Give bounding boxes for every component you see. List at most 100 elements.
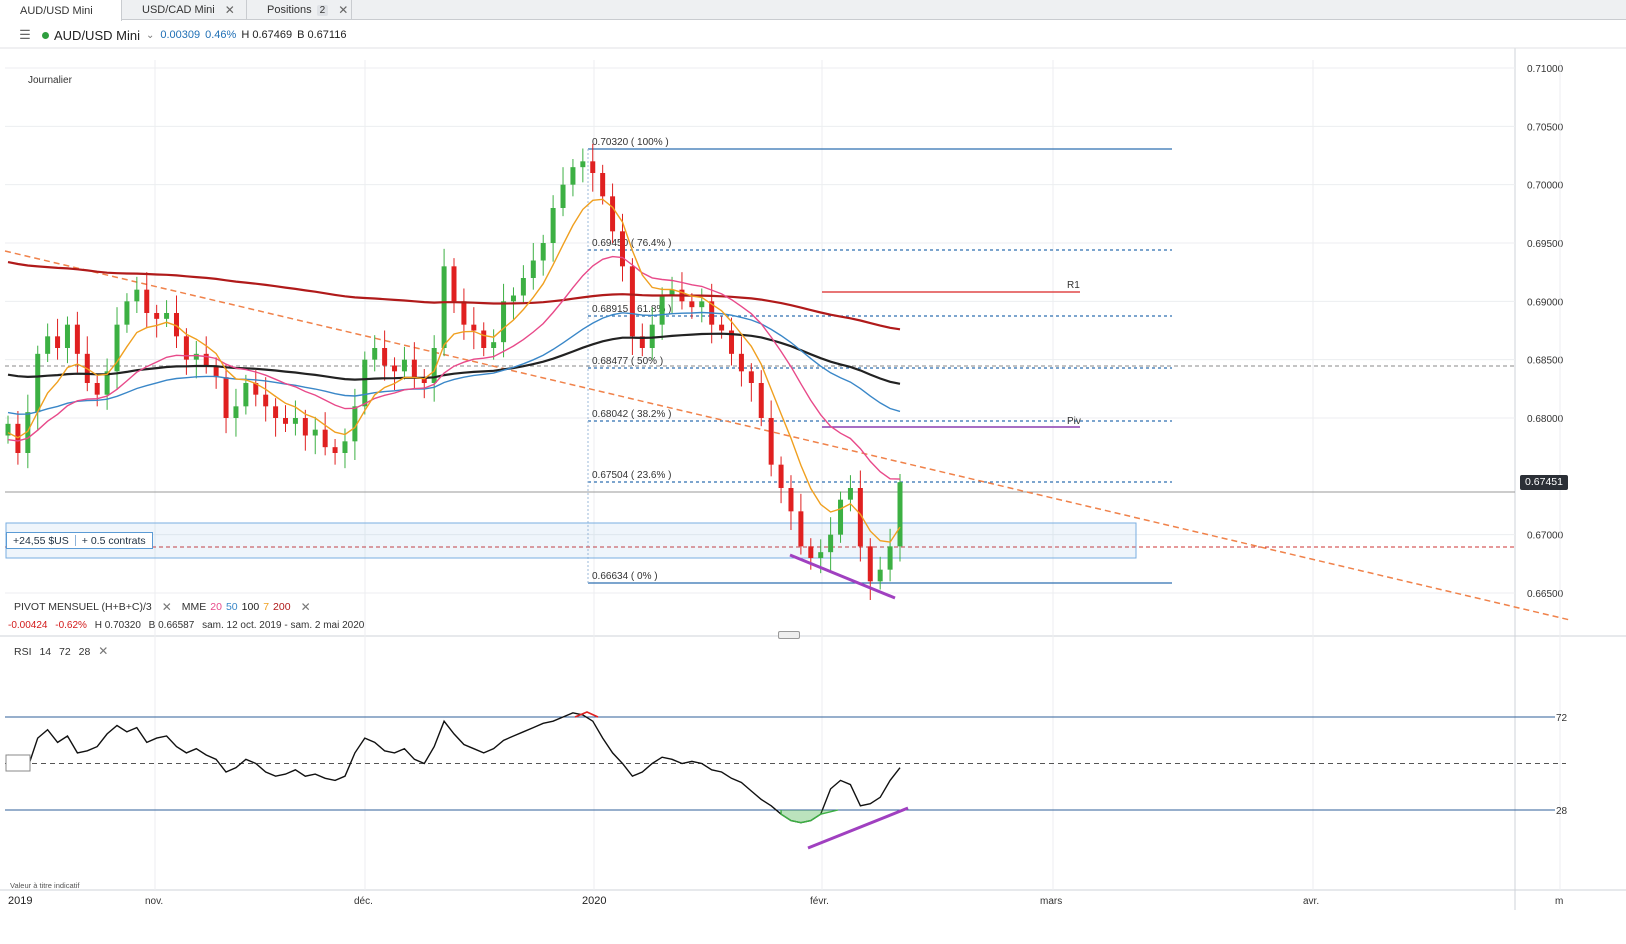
candle-body [74,324,80,354]
candle-body [491,342,497,348]
mme-period-50: 50 [225,601,238,613]
candle-body [471,324,477,331]
candle-body [520,278,526,296]
candle-body [421,377,427,383]
candle-body [580,161,586,168]
position-pnl: +24,55 $US [13,534,69,547]
candle-body [283,418,289,424]
close-icon[interactable]: ✕ [224,3,235,17]
instrument-low: B 0.67116 [297,29,347,41]
close-icon[interactable]: ✕ [98,644,109,658]
candle-body [312,429,318,436]
candle-body [887,546,893,570]
instrument-change-pct: 0.46% [205,29,237,41]
rsi-param-1: 14 [39,646,52,658]
candle-body [5,423,11,436]
candle-body [758,383,764,418]
price-axis-label: 0.67000 [1527,531,1564,542]
fibonacci-level-label: 0.68042 ( 38.2% ) [592,409,672,420]
rsi-line [7,712,901,824]
tab-bar: AUD/USD Mini USD/CAD Mini ✕ Positions 2 … [0,0,1626,21]
pane-resize-handle[interactable] [778,631,800,639]
rsi-param-2: 72 [59,646,71,658]
candle-body [45,336,51,354]
period-change: -0.00424 [8,620,48,631]
tab-label: Positions [267,4,312,16]
candle-body [203,353,209,366]
positions-count-badge: 2 [316,4,329,16]
candle-body [243,383,249,407]
candle-body [401,359,407,372]
pivot-indicator-label[interactable]: PIVOT MENSUEL (H+B+C)/3 [14,601,152,613]
candle-body [600,173,606,197]
candle-body [382,348,388,366]
candle-body [362,359,368,407]
price-axis-label: 0.69000 [1527,297,1564,308]
close-icon[interactable]: ✕ [300,600,311,614]
period-low: B 0.66587 [148,620,195,631]
fibonacci-level-label: 0.67504 ( 23.6% ) [592,470,672,481]
tab-label: USD/CAD Mini [142,4,215,16]
timeframe-label: Journalier [28,75,72,86]
candle-body [729,330,735,354]
position-size: + 0.5 contrats [81,534,146,547]
candle-body [183,336,189,360]
candle-body [233,406,239,418]
candle-body [768,418,774,465]
open-position-label[interactable]: +24,55 $US + 0.5 contrats [6,532,153,549]
candle-body [590,161,596,173]
x-axis-month: déc. [354,896,373,907]
candle-body [441,266,447,348]
candle-body [223,377,229,418]
fibonacci-level-label: 0.69450 ( 76.4% ) [592,238,672,249]
candle-body [263,394,269,407]
price-axis-label: 0.70000 [1527,181,1564,192]
rsi-midline-marker [5,754,31,772]
candle-body [124,301,130,325]
mme-indicator-label[interactable]: MME [181,601,207,613]
tab-usdcad[interactable]: USD/CAD Mini ✕ [122,0,247,20]
rsi-axis-label: 28 [1556,806,1568,817]
candle-body [332,447,338,453]
candle-body [877,569,883,582]
mme-period-20: 20 [210,601,222,613]
instrument-header: ☰ AUD/USD Mini ⌄ 0.00309 0.46% H 0.67469… [0,22,1626,48]
chevron-down-icon[interactable]: ⌄ [145,29,155,41]
close-icon[interactable]: ✕ [161,600,172,614]
position-zone [5,522,1137,559]
candle-body [798,511,804,547]
mme-period-100: 100 [241,601,260,613]
ema-200-line [7,261,901,331]
candle-body [659,295,665,325]
candle-body [35,353,41,413]
rsi-label[interactable]: RSI [14,646,32,658]
divider [74,535,76,546]
candle-body [64,324,70,348]
current-price-tag: 0.67451 [1520,475,1568,490]
hamburger-menu-icon[interactable]: ☰ [19,27,31,42]
divergence-line-price [789,553,896,600]
candle-body [897,482,903,547]
candle-body [55,336,61,348]
tab-positions[interactable]: Positions 2 ✕ [247,0,352,20]
divergence-line-rsi [807,806,909,850]
candle-body [867,546,873,582]
candle-body [619,231,625,267]
close-icon[interactable]: ✕ [338,3,349,17]
candle-body [649,324,655,348]
candle-body [689,301,695,308]
candle-body [352,406,358,442]
disclaimer: Valeur à titre indicatif [10,881,80,890]
candle-body [510,295,516,302]
candle-body [114,324,120,372]
candle-body [173,313,179,337]
candle-body [540,243,546,261]
instrument-name[interactable]: AUD/USD Mini [54,27,140,43]
candle-body [392,365,398,372]
x-axis-year-mid: 2020 [582,895,607,907]
candle-body [788,488,794,512]
x-axis-month: avr. [1303,896,1320,907]
tab-audusd[interactable]: AUD/USD Mini [0,0,122,21]
candle-body [610,196,616,232]
